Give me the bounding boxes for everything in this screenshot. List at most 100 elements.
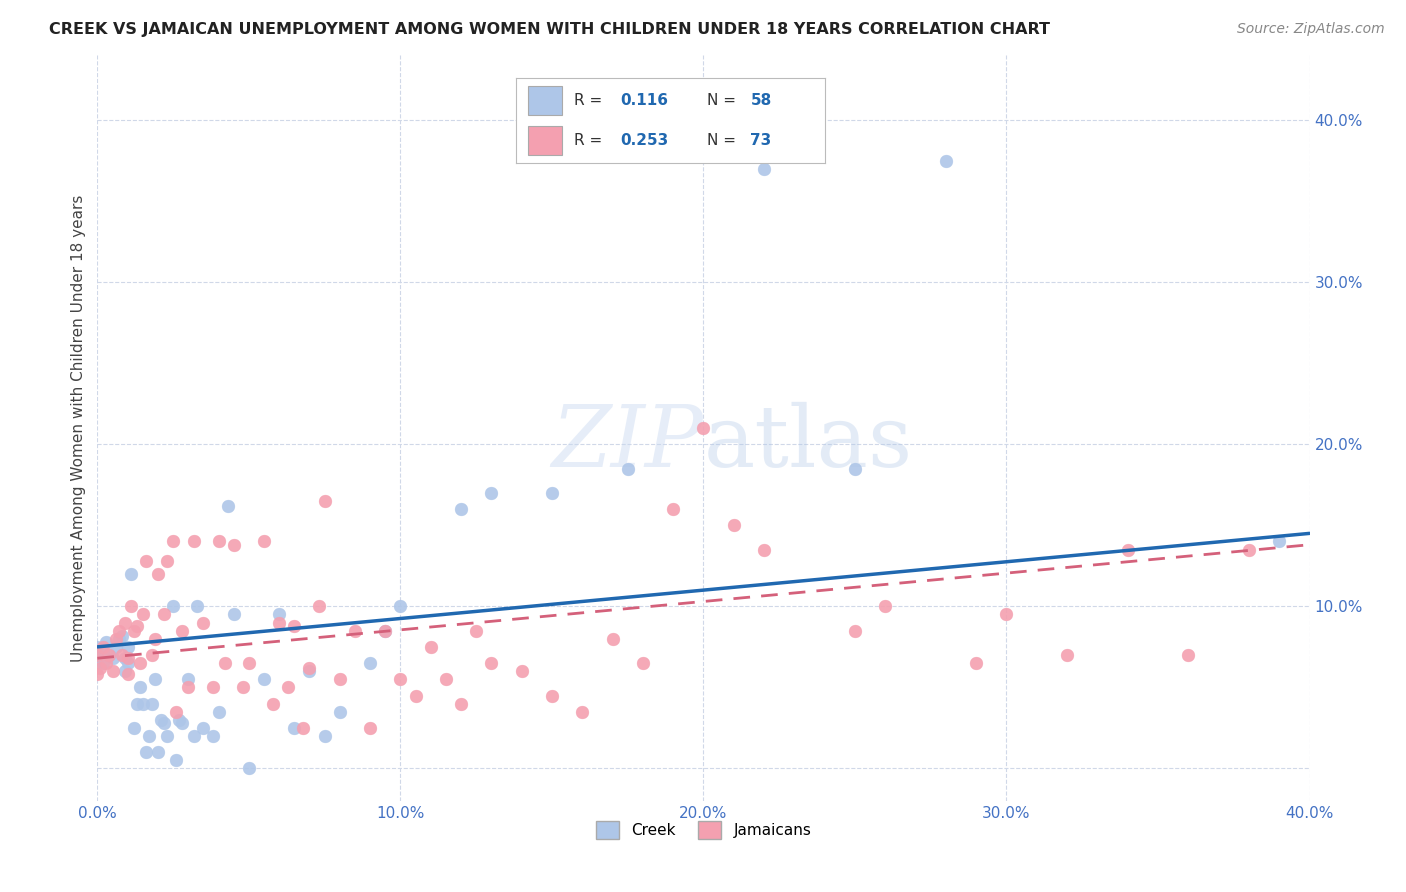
Point <box>167 713 190 727</box>
Point <box>201 729 224 743</box>
Point <box>723 518 745 533</box>
Point <box>329 705 352 719</box>
Point <box>114 664 136 678</box>
Point <box>359 656 381 670</box>
Point <box>479 656 502 670</box>
Text: Source: ZipAtlas.com: Source: ZipAtlas.com <box>1237 22 1385 37</box>
Point <box>110 628 132 642</box>
Point <box>222 538 245 552</box>
Point <box>283 619 305 633</box>
Point <box>110 648 132 662</box>
Point <box>214 656 236 670</box>
Y-axis label: Unemployment Among Women with Children Under 18 years: Unemployment Among Women with Children U… <box>72 194 86 662</box>
Point <box>177 673 200 687</box>
Point <box>183 729 205 743</box>
Point <box>128 681 150 695</box>
Point <box>298 661 321 675</box>
Point <box>359 721 381 735</box>
Point <box>153 607 176 622</box>
Point <box>98 648 121 662</box>
Point <box>571 705 593 719</box>
Point <box>101 664 124 678</box>
Point <box>602 632 624 646</box>
Point <box>374 624 396 638</box>
Point <box>1056 648 1078 662</box>
Point <box>616 461 638 475</box>
Point <box>98 648 121 662</box>
Point <box>162 599 184 614</box>
Point <box>1237 542 1260 557</box>
Point <box>135 554 157 568</box>
Point <box>217 499 239 513</box>
Point <box>631 656 654 670</box>
Point <box>541 486 564 500</box>
Point <box>93 656 115 670</box>
Point <box>419 640 441 654</box>
Point <box>107 632 129 646</box>
Point <box>117 656 139 670</box>
Point <box>510 664 533 678</box>
Point <box>86 656 108 670</box>
Point <box>86 648 108 662</box>
Point <box>125 697 148 711</box>
Point <box>86 640 108 654</box>
Point <box>146 566 169 581</box>
Point <box>172 624 194 638</box>
Point <box>156 554 179 568</box>
Text: CREEK VS JAMAICAN UNEMPLOYMENT AMONG WOMEN WITH CHILDREN UNDER 18 YEARS CORRELAT: CREEK VS JAMAICAN UNEMPLOYMENT AMONG WOM… <box>49 22 1050 37</box>
Point <box>314 494 336 508</box>
Point <box>177 681 200 695</box>
Point <box>207 705 229 719</box>
Point <box>269 607 291 622</box>
Point <box>138 729 160 743</box>
Point <box>434 673 457 687</box>
Point <box>541 689 564 703</box>
Point <box>143 673 166 687</box>
Point <box>465 624 488 638</box>
Point <box>143 632 166 646</box>
Point <box>153 716 176 731</box>
Point <box>232 681 254 695</box>
Point <box>132 607 155 622</box>
Point <box>125 619 148 633</box>
Point <box>96 635 118 649</box>
Point <box>965 656 987 670</box>
Point <box>165 753 187 767</box>
Point <box>405 689 427 703</box>
Point <box>207 534 229 549</box>
Point <box>122 624 145 638</box>
Point <box>141 648 163 662</box>
Point <box>135 745 157 759</box>
Point <box>450 502 472 516</box>
Point <box>96 656 118 670</box>
Point <box>117 667 139 681</box>
Point <box>269 615 291 630</box>
Point <box>752 542 775 557</box>
Point <box>1177 648 1199 662</box>
Point <box>114 651 136 665</box>
Point <box>298 664 321 678</box>
Point <box>120 599 142 614</box>
Point <box>1268 534 1291 549</box>
Point <box>479 486 502 500</box>
Point <box>995 607 1018 622</box>
Point <box>308 599 330 614</box>
Legend: Creek, Jamaicans: Creek, Jamaicans <box>589 814 817 846</box>
Point <box>162 534 184 549</box>
Point <box>101 651 124 665</box>
Point <box>238 656 260 670</box>
Point <box>292 721 315 735</box>
Point <box>141 697 163 711</box>
Point <box>389 599 412 614</box>
Point <box>277 681 299 695</box>
Point <box>117 651 139 665</box>
Point <box>844 624 866 638</box>
Point <box>450 697 472 711</box>
Point <box>692 421 714 435</box>
Point <box>150 713 173 727</box>
Point <box>253 673 276 687</box>
Point <box>193 615 215 630</box>
Point <box>86 648 108 662</box>
Point <box>389 673 412 687</box>
Point <box>314 729 336 743</box>
